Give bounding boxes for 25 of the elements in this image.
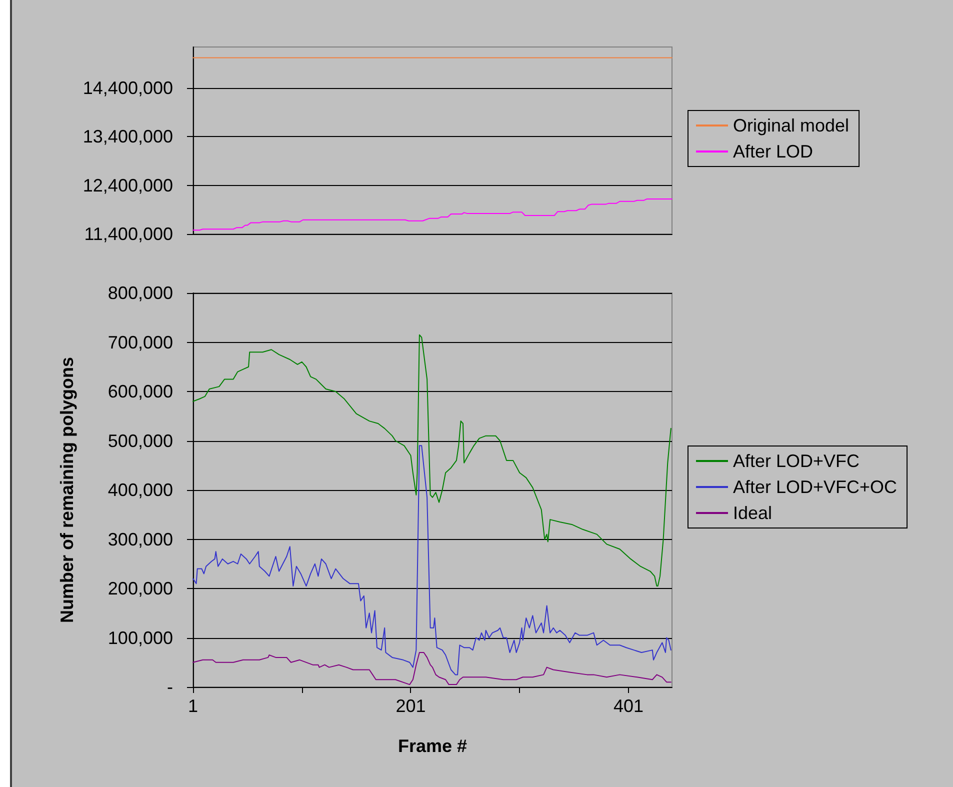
y-tick-label: 12,400,000 xyxy=(82,175,173,196)
x-axis-title: Frame # xyxy=(398,736,468,756)
y-tick-label: 500,000 xyxy=(108,430,173,451)
y-tick-label: 14,400,000 xyxy=(82,78,173,98)
legend-label: Original model xyxy=(733,116,850,136)
legend-label: After LOD+VFC+OC xyxy=(733,477,898,497)
y-tick-label: 11,400,000 xyxy=(84,224,173,244)
legend-label: After LOD xyxy=(733,142,814,162)
y-tick-label: 700,000 xyxy=(108,332,173,352)
legend-label: Ideal xyxy=(733,503,772,523)
y-tick-label: 400,000 xyxy=(108,480,173,500)
y-axis-title: Number of remaining polygons xyxy=(57,356,77,624)
y-tick-label: 300,000 xyxy=(108,529,173,550)
y-tick-label: 100,000 xyxy=(108,628,173,648)
y-tick-label: 800,000 xyxy=(108,283,173,303)
x-tick-label: 201 xyxy=(396,696,426,716)
legend-label: After LOD+VFC xyxy=(733,451,860,471)
x-tick-label: 401 xyxy=(613,696,644,716)
y-tick-label: 13,400,000 xyxy=(82,126,173,147)
line-series xyxy=(192,652,672,686)
line-series xyxy=(192,198,672,231)
y-tick-label: 200,000 xyxy=(108,578,173,598)
x-tick-label: 1 xyxy=(188,696,198,716)
y-tick-label: - xyxy=(167,677,173,697)
y-tick-label: 600,000 xyxy=(108,382,173,402)
